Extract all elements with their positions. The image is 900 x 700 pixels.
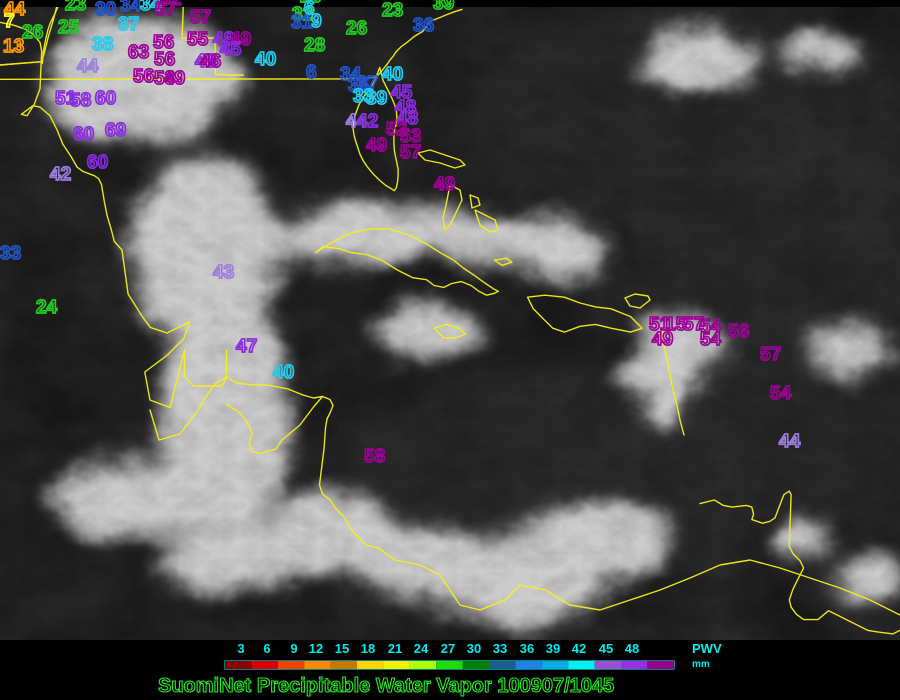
svg-text:18: 18: [361, 641, 375, 656]
svg-text:49: 49: [366, 135, 387, 156]
svg-text:23: 23: [65, 0, 86, 15]
svg-text:56: 56: [133, 66, 154, 87]
svg-text:3: 3: [237, 641, 244, 656]
svg-text:39: 39: [433, 0, 454, 14]
svg-text:54: 54: [770, 383, 792, 404]
svg-text:25: 25: [58, 17, 80, 38]
svg-text:mm: mm: [692, 659, 710, 670]
svg-text:40: 40: [255, 49, 276, 70]
svg-text:39: 39: [546, 641, 560, 656]
svg-text:57: 57: [760, 344, 781, 365]
svg-text:24: 24: [36, 297, 58, 318]
svg-text:43: 43: [213, 262, 234, 283]
svg-text:47: 47: [236, 336, 257, 357]
svg-text:24: 24: [414, 641, 429, 656]
svg-text:23: 23: [382, 0, 403, 21]
svg-text:42: 42: [50, 164, 71, 185]
svg-text:6: 6: [263, 641, 270, 656]
svg-text:63: 63: [128, 42, 149, 63]
svg-text:58: 58: [364, 446, 385, 467]
svg-text:40: 40: [273, 362, 294, 383]
svg-text:13: 13: [3, 36, 24, 57]
svg-text:36: 36: [413, 15, 434, 36]
svg-text:28: 28: [304, 35, 325, 56]
svg-text:SuomiNet Precipitable Water Va: SuomiNet Precipitable Water Vapor 100907…: [158, 675, 614, 697]
svg-text:44: 44: [77, 56, 99, 77]
svg-text:33: 33: [493, 641, 507, 656]
svg-text:54: 54: [700, 329, 722, 350]
svg-text:33: 33: [0, 243, 21, 264]
svg-text:12: 12: [309, 641, 323, 656]
svg-text:30: 30: [95, 0, 116, 20]
svg-text:60: 60: [95, 88, 116, 109]
svg-text:34: 34: [120, 0, 142, 16]
svg-text:21: 21: [388, 641, 402, 656]
svg-text:46: 46: [200, 51, 221, 72]
svg-text:44: 44: [779, 431, 801, 452]
svg-text:56: 56: [728, 321, 749, 342]
svg-text:37: 37: [118, 14, 139, 35]
svg-text:49: 49: [652, 329, 673, 350]
svg-text:49: 49: [164, 68, 185, 89]
svg-text:55: 55: [187, 29, 209, 50]
svg-text:60: 60: [73, 124, 94, 145]
svg-text:27: 27: [441, 641, 455, 656]
svg-text:57: 57: [400, 142, 421, 163]
svg-text:57: 57: [155, 0, 176, 20]
svg-text:57: 57: [190, 7, 211, 28]
svg-text:60: 60: [87, 152, 108, 173]
svg-text:26: 26: [346, 18, 367, 39]
svg-text:PWV: PWV: [692, 641, 722, 656]
svg-text:38: 38: [92, 34, 113, 55]
svg-text:58: 58: [70, 90, 91, 111]
svg-text:9: 9: [311, 11, 322, 32]
svg-text:69: 69: [105, 120, 126, 141]
svg-text:9: 9: [290, 641, 297, 656]
svg-text:45: 45: [220, 39, 242, 60]
svg-text:15: 15: [335, 641, 349, 656]
svg-text:26: 26: [22, 22, 43, 43]
svg-text:56: 56: [154, 49, 175, 70]
svg-text:6: 6: [306, 62, 317, 83]
svg-text:30: 30: [467, 641, 481, 656]
svg-text:49: 49: [434, 174, 455, 195]
svg-text:42: 42: [357, 111, 378, 132]
svg-text:48: 48: [625, 641, 639, 656]
svg-text:45: 45: [599, 641, 613, 656]
svg-text:7: 7: [4, 11, 15, 32]
svg-text:39: 39: [366, 88, 387, 109]
svg-text:42: 42: [572, 641, 586, 656]
svg-text:36: 36: [520, 641, 534, 656]
